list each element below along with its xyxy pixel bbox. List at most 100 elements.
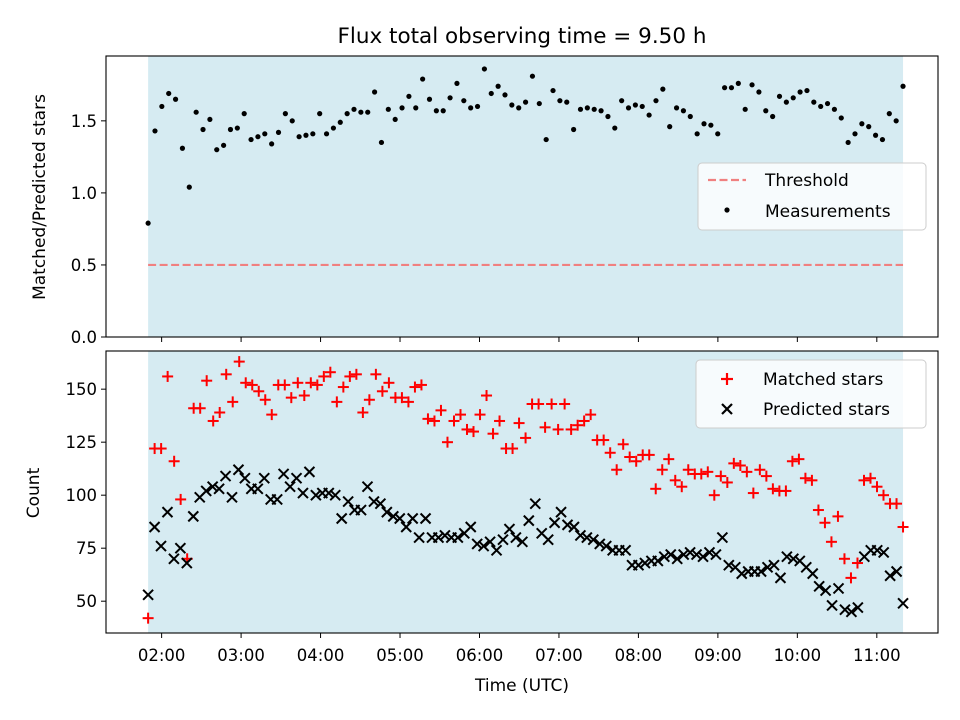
matched-point [624, 451, 636, 463]
measurement-point [749, 82, 755, 88]
x-tick-label: 03:00 [217, 646, 265, 665]
predicted-point [284, 480, 296, 493]
measurement-point [653, 98, 659, 104]
matched-point [702, 466, 714, 478]
predicted-point [271, 493, 283, 506]
matched-point [240, 377, 252, 389]
predicted-point [161, 506, 174, 518]
top-legend-box [697, 162, 927, 231]
measurement-point [612, 125, 618, 131]
measurement-point [591, 106, 597, 112]
predicted-point [555, 506, 567, 518]
predicted-point [168, 553, 180, 565]
predicted-point [303, 466, 316, 478]
measurement-point [598, 108, 604, 114]
matched-point [611, 464, 623, 476]
measurement-point [365, 109, 371, 115]
predicted-point [561, 519, 574, 531]
measurement-point [159, 103, 165, 110]
measurement-point [221, 142, 227, 148]
matched-point [350, 368, 362, 380]
measurement-point [577, 106, 584, 112]
matched-point [454, 409, 466, 421]
predicted-point [219, 470, 232, 482]
measurement-point [893, 118, 899, 124]
predicted-point [148, 521, 161, 533]
measurement-point [289, 118, 295, 124]
predicted-point [452, 531, 464, 544]
measurement-point [207, 116, 213, 123]
y-tick-label: 50 [76, 592, 97, 611]
axes-frame [105, 55, 939, 338]
predicted-point [594, 538, 606, 550]
measurement-point [557, 98, 563, 104]
measurement-point [543, 136, 549, 143]
predicted-point [400, 521, 412, 533]
matched-point [318, 370, 330, 382]
matched-point [838, 553, 850, 565]
predicted-point [658, 550, 671, 563]
matched-point [858, 474, 870, 486]
predicted-point [232, 464, 245, 476]
predicted-point [897, 597, 909, 610]
predicted-point [639, 557, 651, 569]
predicted-point [697, 550, 709, 563]
measurement-point [722, 85, 728, 91]
matched-point [604, 447, 616, 459]
matched-point [142, 612, 154, 624]
predicted-point [323, 487, 335, 499]
predicted-point [310, 489, 322, 501]
measurement-point [426, 96, 433, 102]
matched-point [695, 468, 707, 480]
measurement-point [797, 89, 803, 95]
top-legend: Threshold Measurements [697, 162, 927, 231]
predicted-point [529, 497, 541, 510]
predicted-point [361, 480, 374, 493]
matched-point [565, 423, 577, 435]
matched-point [285, 392, 297, 404]
measurement-point [186, 184, 192, 190]
matched-point [474, 409, 486, 421]
measurement-point [433, 108, 439, 114]
predicted-point [736, 567, 748, 580]
matched-point [786, 455, 798, 467]
measurement-point [447, 95, 453, 101]
measurement-point [838, 115, 844, 121]
measurement-point [481, 66, 487, 72]
measurement-point [584, 105, 590, 111]
x-tick-label: 08:00 [615, 646, 663, 665]
matched-point [435, 404, 447, 416]
matched-point [402, 396, 414, 408]
predicted-point [413, 531, 425, 544]
measurement-point [371, 89, 378, 95]
matched-point [559, 398, 571, 410]
measurement-point [872, 132, 879, 138]
matched-point [292, 377, 304, 389]
measurement-point [804, 87, 810, 94]
legend-threshold-label: Threshold [764, 171, 849, 191]
matched-point [617, 438, 629, 450]
predicted-point [690, 548, 703, 561]
matched-point [227, 396, 239, 408]
matched-point [214, 406, 226, 418]
matched-point [754, 464, 766, 476]
predicted-point [806, 567, 819, 580]
measurement-point [474, 103, 481, 110]
matched-point [162, 370, 174, 382]
matched-point [663, 453, 675, 465]
matched-point [643, 449, 655, 461]
predicted-point [374, 497, 387, 510]
predicted-point [787, 553, 800, 565]
predicted-point [510, 531, 522, 544]
measurement-point [227, 126, 234, 133]
measurement-point [632, 102, 638, 108]
predicted-point [490, 544, 503, 557]
predicted-point [819, 584, 832, 597]
matched-point [767, 483, 779, 495]
predicted-point [187, 510, 199, 523]
matched-point [481, 390, 493, 402]
matched-point [155, 443, 167, 455]
measurement-point [468, 105, 474, 111]
predicted-point [568, 521, 580, 533]
